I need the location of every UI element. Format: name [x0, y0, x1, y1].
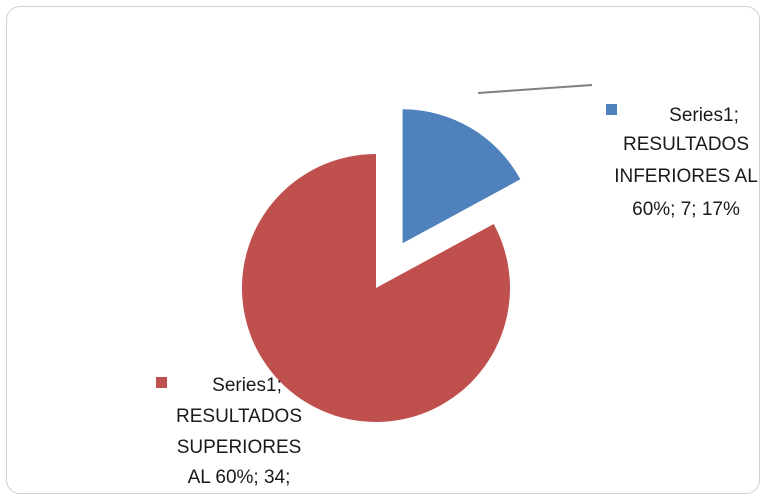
label-inferiores-line-2: RESULTADOS	[623, 134, 749, 155]
legend-key-superiores	[156, 377, 167, 388]
label-inferiores-line-3: INFERIORES AL	[614, 166, 758, 187]
label-inferiores-line-1: Series1;	[669, 105, 739, 126]
label-superiores-line-4: AL 60%; 34;	[188, 467, 291, 488]
legend-key-inferiores	[606, 104, 617, 115]
slice-superiores	[241, 153, 510, 423]
label-superiores-line-1: Series1;	[212, 375, 282, 396]
label-inferiores-line-4: 60%; 7; 17%	[632, 199, 740, 220]
label-superiores-line-3: SUPERIORES	[177, 437, 302, 458]
leader-line-inferiores	[477, 84, 593, 94]
slice-inferiores	[402, 109, 521, 244]
label-superiores-line-2: RESULTADOS	[176, 406, 302, 427]
